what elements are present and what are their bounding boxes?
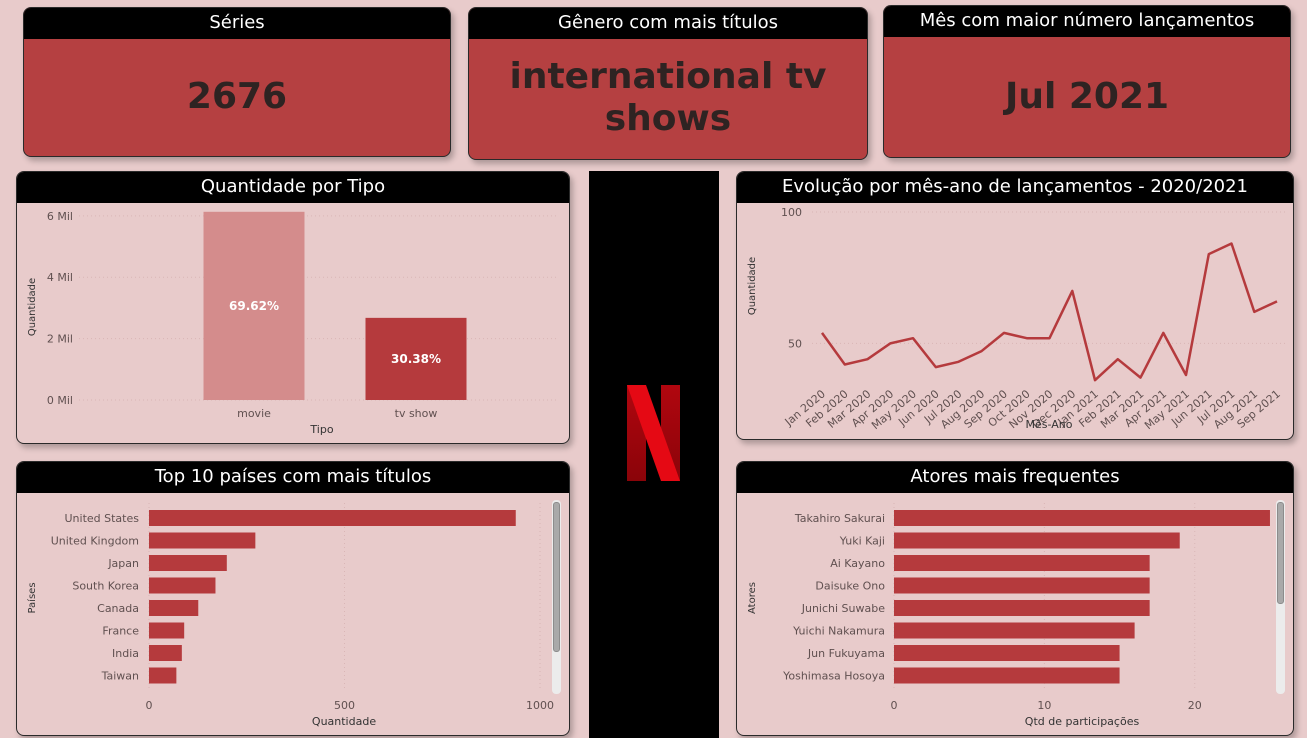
kpi-month-value: Jul 2021	[1004, 75, 1170, 117]
actors-scrollbar[interactable]	[1276, 500, 1285, 694]
y-tick-label: 2 Mil	[47, 333, 73, 346]
y-axis-label: Países	[26, 582, 38, 613]
countries-chart: 0 500 1000 United States United Kingdom Japan…	[26, 503, 554, 728]
y-tick-label: 0 Mil	[47, 394, 73, 407]
kpi-card-genre: Gênero com mais títulos international tv…	[468, 7, 868, 160]
bar	[894, 600, 1150, 616]
category-label: Canada	[97, 602, 139, 615]
category-label: Yoshimasa Hosoya	[782, 670, 885, 683]
countries-chart-card: Top 10 países com mais títulos 0 500 1000 U…	[16, 461, 570, 736]
category-label: Yuki Kaji	[839, 535, 885, 548]
timeline-chart-card: Evolução por mês-ano de lançamentos - 20…	[736, 171, 1294, 440]
x-tick-label: 10	[1037, 699, 1051, 712]
category-label: South Korea	[72, 580, 139, 593]
bar	[894, 577, 1150, 594]
y-axis-label: Quantidade	[27, 278, 38, 336]
bar	[149, 600, 199, 616]
countries-chart-title: Top 10 países com mais títulos	[17, 462, 569, 493]
y-tick-label: 4 Mil	[47, 271, 73, 284]
type-chart-card: Quantidade por Tipo 0 Mil 2 Mil 4 Mil 6 Mil…	[16, 171, 570, 444]
netflix-logo-icon	[627, 385, 680, 481]
x-axis-label: Qtd de participações	[1025, 715, 1140, 728]
x-tick-label: 20	[1188, 699, 1202, 712]
x-tick-label: 0	[891, 699, 898, 712]
bar	[149, 577, 216, 594]
type-bar	[365, 317, 467, 400]
x-tick-label: movie	[237, 407, 271, 420]
category-label: Daisuke Ono	[815, 580, 885, 593]
kpi-series-title: Séries	[24, 8, 450, 39]
countries-scrollbar-thumb[interactable]	[553, 502, 560, 652]
kpi-month-title: Mês com maior número lançamentos	[884, 6, 1290, 37]
type-chart-title: Quantidade por Tipo	[17, 172, 569, 203]
bar	[149, 622, 185, 639]
category-label: Yuichi Nakamura	[792, 625, 885, 638]
kpi-genre-value-line2: shows	[604, 98, 732, 139]
bar	[149, 532, 256, 549]
bar	[149, 667, 177, 684]
category-label: Junichi Suwabe	[801, 602, 885, 615]
x-tick-label: 1000	[526, 699, 554, 712]
kpi-genre-value: international tv shows	[469, 39, 867, 157]
category-label: India	[112, 647, 139, 660]
actors-chart-card: Atores mais frequentes 0 10 20 Takahiro Sak…	[736, 461, 1294, 736]
logo-panel	[589, 171, 719, 738]
actors-chart-title: Atores mais frequentes	[737, 462, 1293, 493]
kpi-card-month: Mês com maior número lançamentos Jul 202…	[883, 5, 1291, 158]
actors-scrollbar-thumb[interactable]	[1277, 502, 1284, 604]
category-label: United Kingdom	[51, 535, 139, 548]
y-tick-label: 100	[781, 206, 802, 219]
x-axis-label: Tipo	[309, 423, 333, 436]
category-label: France	[102, 625, 139, 638]
type-bar	[203, 211, 305, 400]
actors-chart: 0 10 20 Takahiro Sakurai Yuki Kaji Ai Kayano D…	[747, 503, 1270, 728]
category-label: Japan	[107, 557, 139, 570]
bar	[894, 667, 1120, 684]
x-tick-label: 500	[334, 699, 355, 712]
y-tick-label: 50	[788, 337, 802, 350]
y-axis-label: Quantidade	[747, 257, 758, 315]
type-chart: 0 Mil 2 Mil 4 Mil 6 Mil 69.62% movie 30.38% tv …	[27, 210, 557, 436]
x-axis-label: Quantidade	[312, 715, 376, 728]
category-label: Jun Fukuyama	[807, 647, 885, 660]
bar	[894, 555, 1150, 571]
kpi-genre-title: Gênero com mais títulos	[469, 8, 867, 39]
bar	[894, 510, 1270, 526]
series-line	[820, 242, 1278, 382]
x-tick-label: tv show	[395, 407, 438, 420]
kpi-series-value: 2676	[186, 76, 288, 117]
type-bar-data-label: 30.38%	[391, 352, 441, 366]
timeline-chart-title: Evolução por mês-ano de lançamentos - 20…	[737, 172, 1293, 203]
countries-scrollbar[interactable]	[552, 500, 561, 694]
kpi-genre-value-line1: international tv	[509, 56, 827, 97]
bar	[149, 645, 182, 661]
y-tick-label: 6 Mil	[47, 210, 73, 223]
x-tick-label: 0	[146, 699, 153, 712]
bar	[894, 645, 1120, 661]
bar	[149, 510, 516, 526]
y-axis-label: Atores	[747, 582, 758, 614]
category-label: Ai Kayano	[830, 557, 885, 570]
category-label: Takahiro Sakurai	[794, 512, 885, 525]
bar	[894, 622, 1135, 639]
kpi-card-series: Séries 2676	[23, 7, 451, 157]
category-label: United States	[65, 512, 140, 525]
bar	[894, 532, 1180, 549]
bar	[149, 555, 227, 571]
category-label: Taiwan	[101, 670, 139, 683]
x-axis-label: Mês-Ano	[1026, 418, 1073, 431]
type-bar-data-label: 69.62%	[229, 299, 279, 313]
